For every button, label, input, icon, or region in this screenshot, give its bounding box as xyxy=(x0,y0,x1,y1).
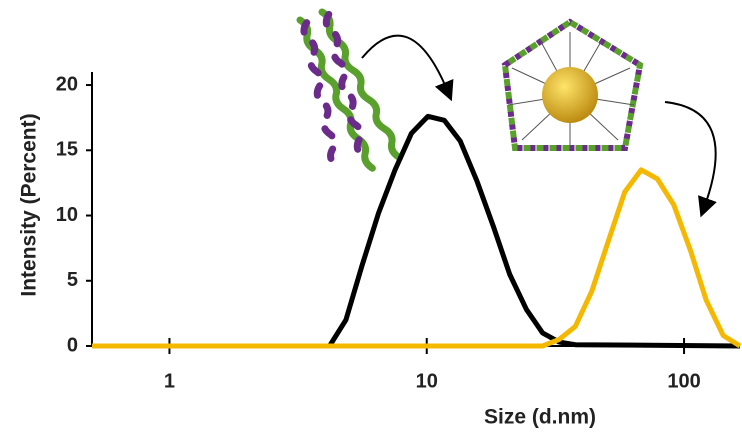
y-tick-label: 20 xyxy=(56,73,78,95)
chart: Size (d.nm) Intensity (Percent) 0 5 10 15 20… xyxy=(0,0,742,436)
data-line xyxy=(92,170,740,346)
arrow xyxy=(665,102,716,208)
nanoparticle-illustration xyxy=(505,22,640,148)
x-tick-label: 10 xyxy=(416,370,438,392)
helix-illustration xyxy=(300,2,400,176)
x-axis-title: Size (d.nm) xyxy=(484,406,596,429)
data-line xyxy=(92,116,740,346)
y-tick-label: 0 xyxy=(67,334,78,356)
x-tick-label: 1 xyxy=(164,370,175,392)
x-tick-label: 100 xyxy=(667,370,700,392)
arrow xyxy=(362,36,448,92)
y-axis-title: Intensity (Percent) xyxy=(18,113,41,296)
y-tick-label: 5 xyxy=(67,269,78,291)
y-tick-label: 15 xyxy=(56,139,78,161)
y-tick-label: 10 xyxy=(56,204,78,226)
